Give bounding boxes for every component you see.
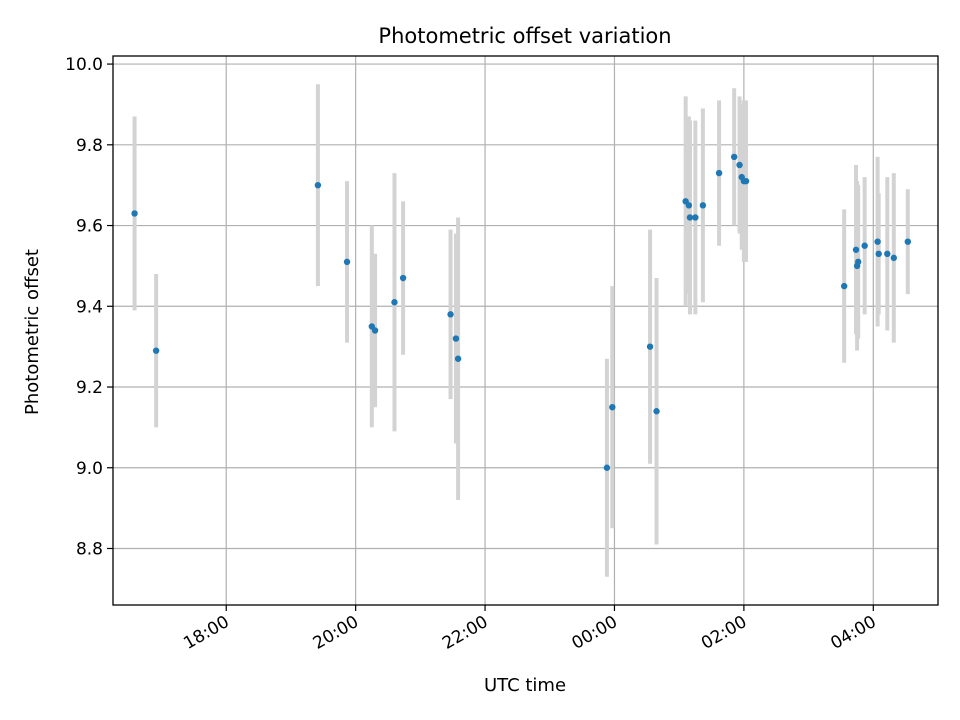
data-point bbox=[447, 311, 454, 318]
grid bbox=[113, 56, 938, 605]
data-point bbox=[875, 250, 882, 258]
data-point bbox=[854, 258, 862, 266]
y-axis-label: Photometric offset bbox=[22, 249, 43, 415]
data-point bbox=[653, 408, 660, 415]
data-point bbox=[686, 214, 694, 221]
y-tick-label: 9.2 bbox=[76, 378, 103, 398]
y-tick-label: 9.8 bbox=[76, 136, 103, 156]
chart-title: Photometric offset variation bbox=[378, 24, 671, 48]
data-point bbox=[646, 343, 654, 350]
data-point bbox=[603, 464, 611, 471]
plot-frame bbox=[112, 55, 939, 606]
data-point bbox=[715, 169, 723, 177]
data-point bbox=[730, 153, 738, 161]
y-tick-label: 8.8 bbox=[76, 539, 103, 559]
data-point bbox=[685, 202, 693, 209]
data-point bbox=[314, 181, 322, 189]
data-point bbox=[452, 335, 460, 342]
data-point bbox=[852, 246, 860, 253]
y-tick-label: 10.0 bbox=[65, 55, 103, 75]
data-point bbox=[343, 258, 351, 266]
data-point bbox=[890, 254, 897, 262]
data-point bbox=[742, 177, 750, 185]
data-points bbox=[131, 153, 912, 471]
data-point bbox=[699, 202, 707, 209]
data-point bbox=[152, 347, 160, 354]
data-point bbox=[692, 214, 699, 221]
data-point bbox=[371, 327, 379, 334]
y-tick-label: 9.4 bbox=[76, 297, 103, 317]
y-tick-label: 9.6 bbox=[76, 217, 103, 237]
data-point bbox=[904, 238, 912, 245]
data-point bbox=[609, 403, 616, 411]
data-point bbox=[861, 242, 868, 249]
data-point bbox=[840, 282, 848, 290]
data-point bbox=[874, 238, 881, 245]
x-axis-label: UTC time bbox=[484, 675, 566, 696]
data-point bbox=[454, 355, 462, 362]
data-point bbox=[736, 161, 743, 169]
data-point bbox=[884, 250, 891, 258]
data-point bbox=[131, 210, 138, 217]
y-tick-label: 9.0 bbox=[76, 459, 103, 479]
data-point bbox=[399, 274, 407, 282]
data-point bbox=[391, 299, 398, 306]
